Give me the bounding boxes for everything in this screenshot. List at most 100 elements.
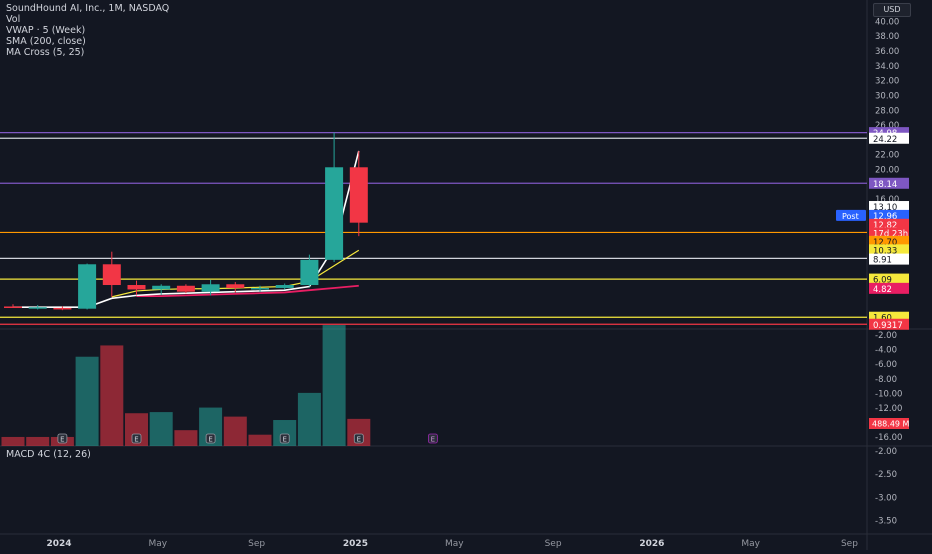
volume-tick-label: -16.00 xyxy=(875,433,902,443)
earnings-e-icon: E xyxy=(279,433,290,444)
macd-tick-label: -3.50 xyxy=(875,517,897,527)
earnings-marker-box xyxy=(131,433,142,444)
indicator-ma-cross[interactable]: MA Cross (5, 25) xyxy=(6,47,85,58)
price-axis-badge-text: 18.14 xyxy=(873,180,897,190)
volume-bar xyxy=(149,412,173,446)
candle-body xyxy=(325,167,344,260)
candle-body xyxy=(251,287,269,290)
volume-bar xyxy=(273,420,297,446)
price-axis-badge-text: 0.9317 xyxy=(873,321,903,331)
earnings-e-icon: E xyxy=(57,433,68,444)
price-axis-badge xyxy=(869,282,909,294)
price-axis-badge xyxy=(869,318,909,330)
currency-button[interactable]: USD xyxy=(873,3,911,17)
indicator-volume[interactable]: Vol xyxy=(6,14,21,25)
earnings-e-icon: E xyxy=(205,433,216,444)
volume-bar xyxy=(1,436,25,446)
indicator-vwap[interactable]: VWAP · 5 (Week) xyxy=(6,25,86,36)
earnings-marker-glyph: E xyxy=(282,436,286,444)
indicator-macd[interactable]: MACD 4C (12, 26) xyxy=(6,449,91,460)
price-axis-badge-text: 12.82 xyxy=(873,221,897,231)
price-axis-badge-text: 12.70 xyxy=(873,238,897,248)
indicator-sma[interactable]: SMA (200, close) xyxy=(6,36,86,47)
price-axis-badge-text: 8.91 xyxy=(873,256,892,266)
time-axis-label: Sep xyxy=(248,539,265,549)
volume-bar xyxy=(248,434,272,446)
time-axis-label: 2026 xyxy=(639,539,664,549)
volume-bar xyxy=(347,418,371,446)
volume-bar xyxy=(322,325,346,446)
volume-axis-badge xyxy=(869,418,909,429)
price-axis-badge-text: 13.10 xyxy=(873,203,897,213)
price-tick-label: 30.00 xyxy=(875,91,899,101)
earnings-e-icon: E xyxy=(353,433,364,444)
price-tick-label: 22.00 xyxy=(875,151,899,161)
volume-bar xyxy=(174,430,198,446)
macd-tick-label: -3.00 xyxy=(875,493,897,503)
candle-body xyxy=(4,306,22,308)
volume-tick-label: -8.00 xyxy=(875,375,897,385)
price-axis-badge-text: 12.96 xyxy=(873,212,897,222)
price-axis-badge-text: 10.33 xyxy=(873,246,897,256)
time-axis-label: 2024 xyxy=(47,539,72,549)
price-tick-label: 26.00 xyxy=(875,121,899,131)
earnings-marker-box xyxy=(353,433,364,444)
price-axis-badge xyxy=(869,127,909,139)
price-tick-label: 38.00 xyxy=(875,32,899,42)
time-axis-label: 2025 xyxy=(343,539,368,549)
candle-body xyxy=(201,284,220,292)
earnings-marker-box xyxy=(205,433,216,444)
candle-body xyxy=(275,285,294,288)
price-axis-badge xyxy=(869,177,909,189)
volume-tick-label: -4.00 xyxy=(875,346,897,356)
earnings-marker-box xyxy=(279,433,290,444)
volume-bar xyxy=(297,392,321,446)
price-tick-label: 28.00 xyxy=(875,106,899,116)
dividend-marker-icon: E xyxy=(427,433,438,444)
candle-body xyxy=(102,264,121,286)
price-axis-badge xyxy=(869,227,909,239)
volume-bar xyxy=(100,345,124,446)
volume-bar xyxy=(26,436,50,446)
price-axis-badge xyxy=(869,253,909,265)
ma-line-magenta xyxy=(136,284,359,298)
earnings-marker-glyph: E xyxy=(134,436,138,444)
price-axis-badge xyxy=(869,244,909,256)
candle-body xyxy=(78,264,97,309)
volume-axis-badge-text: 488.49 M xyxy=(872,420,910,429)
earnings-marker-box xyxy=(57,433,68,444)
candle-body xyxy=(300,259,319,286)
price-tick-label: 36.00 xyxy=(875,47,899,57)
price-axis-badge xyxy=(869,311,909,323)
earnings-e-icon: E xyxy=(131,433,142,444)
symbol-title[interactable]: SoundHound AI, Inc., 1M, NASDAQ xyxy=(6,3,170,14)
price-tick-label: 16.00 xyxy=(875,195,899,205)
chart-legend: SoundHound AI, Inc., 1M, NASDAQ Vol VWAP… xyxy=(6,3,169,58)
post-market-tag xyxy=(836,209,866,221)
candle-body xyxy=(152,285,171,290)
price-axis-badge xyxy=(869,132,909,144)
time-axis-label: May xyxy=(445,539,464,549)
candle-body xyxy=(226,284,245,288)
volume-tick-label: -12.00 xyxy=(875,404,902,414)
candle-body xyxy=(28,307,47,309)
price-axis-badge-text: 1.60 xyxy=(873,314,892,324)
time-axis-label: May xyxy=(149,539,168,549)
time-axis-label: Sep xyxy=(545,539,562,549)
earnings-marker-glyph: E xyxy=(357,436,361,444)
time-axis-label: Sep xyxy=(841,539,858,549)
price-tick-label: 20.00 xyxy=(875,166,899,176)
time-axis-label: May xyxy=(741,539,760,549)
price-axis-badge-text: 17d 23h xyxy=(873,229,908,239)
macd-tick-label: -2.50 xyxy=(875,470,897,480)
candle-body xyxy=(127,285,146,290)
price-axis-badge-text: 4.82 xyxy=(873,285,892,295)
price-axis-badge xyxy=(869,209,909,221)
candle-body xyxy=(349,167,368,223)
earnings-marker-glyph: E xyxy=(208,436,212,444)
macd-tick-label: -2.00 xyxy=(875,447,897,457)
price-tick-label: 32.00 xyxy=(875,77,899,87)
candle-body xyxy=(176,285,195,292)
